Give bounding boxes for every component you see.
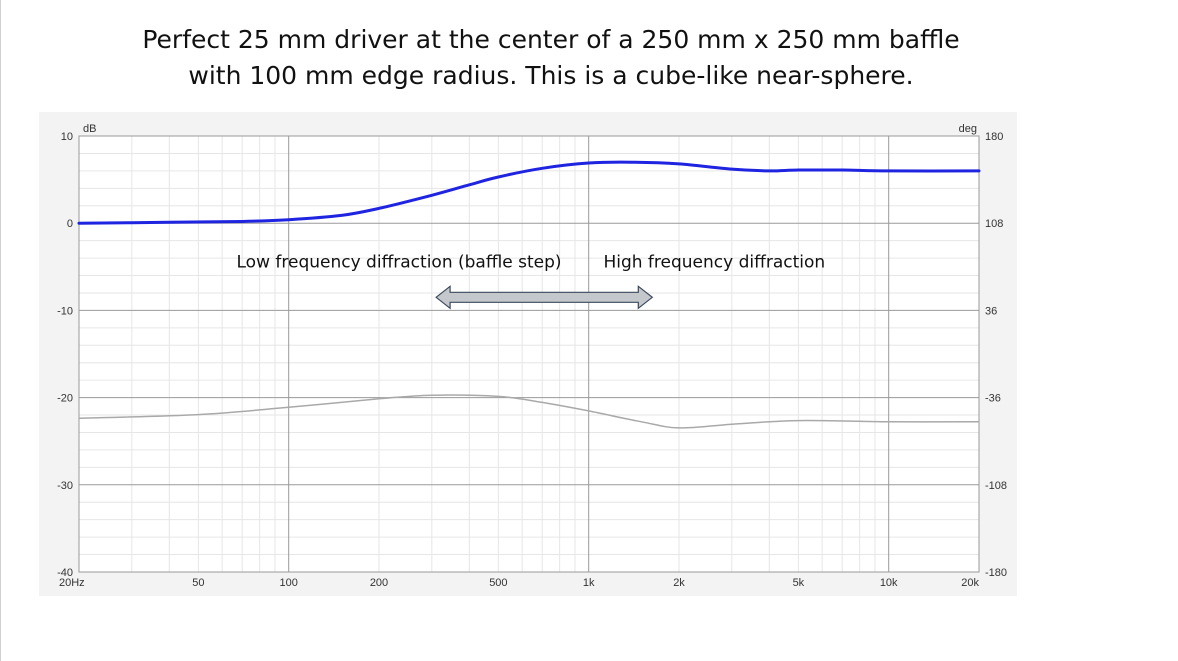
y-tick-label: -10 bbox=[57, 305, 73, 317]
double-arrow bbox=[435, 285, 654, 310]
y2-tick-label: 180 bbox=[985, 131, 1003, 143]
y-tick-label: 0 bbox=[67, 218, 73, 230]
x-tick-label: 100 bbox=[280, 577, 298, 589]
x-tick-label: 200 bbox=[370, 577, 388, 589]
y-axis-label: dB bbox=[83, 123, 96, 135]
y-tick-label: 10 bbox=[61, 131, 73, 143]
y-tick-label: -20 bbox=[57, 393, 73, 405]
y-tick-label: -40 bbox=[57, 567, 73, 579]
y2-tick-label: 36 bbox=[985, 305, 997, 317]
annotation-high-frequency: High frequency diffraction bbox=[603, 253, 825, 273]
y2-tick-label: -180 bbox=[985, 567, 1007, 579]
y-tick-label: -30 bbox=[57, 480, 73, 492]
x-tick-label: 1k bbox=[583, 577, 595, 589]
x-tick-label: 20k bbox=[961, 577, 979, 589]
title-line-1: Perfect 25 mm driver at the center of a … bbox=[142, 25, 960, 54]
magnitude-series-line bbox=[77, 160, 981, 225]
y2-tick-label: -108 bbox=[985, 480, 1007, 492]
plot-border bbox=[78, 135, 980, 573]
x-tick-label: 500 bbox=[489, 577, 507, 589]
title-line-2: with 100 mm edge radius. This is a cube-… bbox=[188, 61, 914, 90]
x-tick-label: 2k bbox=[673, 577, 685, 589]
y2-tick-label: -36 bbox=[985, 393, 1001, 405]
plot-area bbox=[79, 136, 979, 572]
annotation-low-frequency: Low frequency diffraction (baffle step) bbox=[237, 253, 562, 273]
plot-panel: 10 0 -10 -20 -30 -40 180 108 36 -36 -108 -180 20Hz 50… bbox=[39, 112, 1017, 596]
phase-series-line bbox=[78, 394, 980, 429]
x-tick-label: 5k bbox=[793, 577, 805, 589]
y2-tick-label: 108 bbox=[985, 218, 1003, 230]
x-tick-label: 10k bbox=[880, 577, 898, 589]
chart-title: Perfect 25 mm driver at the center of a … bbox=[111, 22, 991, 94]
x-tick-label: 50 bbox=[192, 577, 204, 589]
x-tick-label: 20Hz bbox=[59, 577, 85, 589]
y2-axis-label: deg bbox=[959, 123, 977, 135]
